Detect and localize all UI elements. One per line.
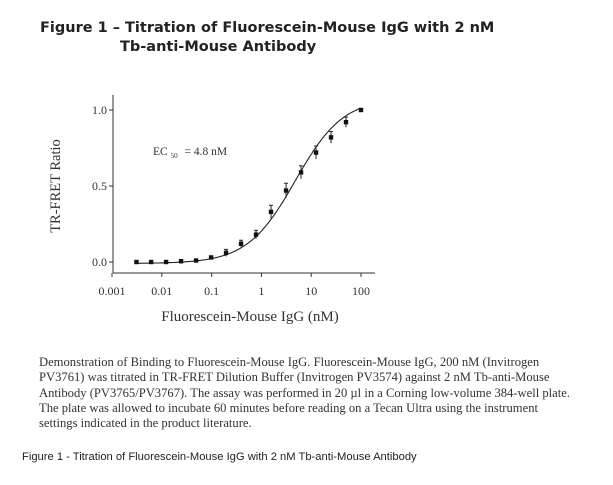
data-point [313, 150, 319, 155]
data-point [163, 259, 169, 265]
data-marks [134, 107, 364, 265]
ec50-annotation: EC 50 = 4.8 nM [153, 146, 227, 161]
data-point [193, 258, 199, 263]
titration-chart: 0.001 0.01 0.1 1 10 100 0.0 0.5 1.0 TR-FRET Rati… [48, 95, 375, 325]
data-point [223, 250, 229, 256]
data-point [358, 107, 364, 113]
figure-caption: Figure 1 - Titration of Fluorescein-Mous… [22, 451, 417, 463]
y-tick-label: 0.0 [92, 255, 107, 269]
x-axis-label: Fluorescein-Mouse IgG (nM) [161, 309, 338, 325]
figure-title-line2: Tb-anti-Mouse Antibody [120, 39, 317, 55]
data-point [134, 259, 139, 265]
figure-description: Demonstration of Binding to Fluorescein-… [39, 355, 570, 431]
fit-curve [135, 107, 362, 264]
y-tick-label: 0.5 [92, 179, 107, 193]
x-tick-label: 10 [305, 284, 317, 298]
data-point [283, 188, 289, 193]
ec50-label: EC [153, 146, 168, 158]
figure-title: Figure 1 – Titration of Fluorescein-Mous… [40, 19, 494, 57]
data-point [328, 135, 334, 140]
x-tick-label: 0.01 [151, 284, 172, 298]
x-tick-label: 0.001 [99, 284, 126, 298]
data-point [208, 255, 214, 260]
x-tick-label: 1 [258, 284, 264, 298]
data-point [178, 259, 184, 264]
figure-title-line1: Figure 1 – Titration of Fluorescein-Mous… [40, 20, 495, 36]
x-tick-label: 0.1 [204, 284, 219, 298]
data-point [343, 119, 349, 125]
ec50-subscript: 50 [171, 152, 179, 160]
data-point [298, 170, 304, 175]
data-point [238, 241, 244, 246]
axes: 0.001 0.01 0.1 1 10 100 0.0 0.5 1.0 [92, 95, 375, 298]
y-tick-label: 1.0 [92, 103, 107, 117]
y-axis-label: TR-FRET Ratio [48, 139, 64, 233]
data-point [253, 232, 259, 237]
x-tick-label: 100 [352, 284, 370, 298]
data-point [148, 259, 154, 265]
ec50-value: = 4.8 nM [184, 146, 227, 158]
data-point [268, 209, 274, 215]
